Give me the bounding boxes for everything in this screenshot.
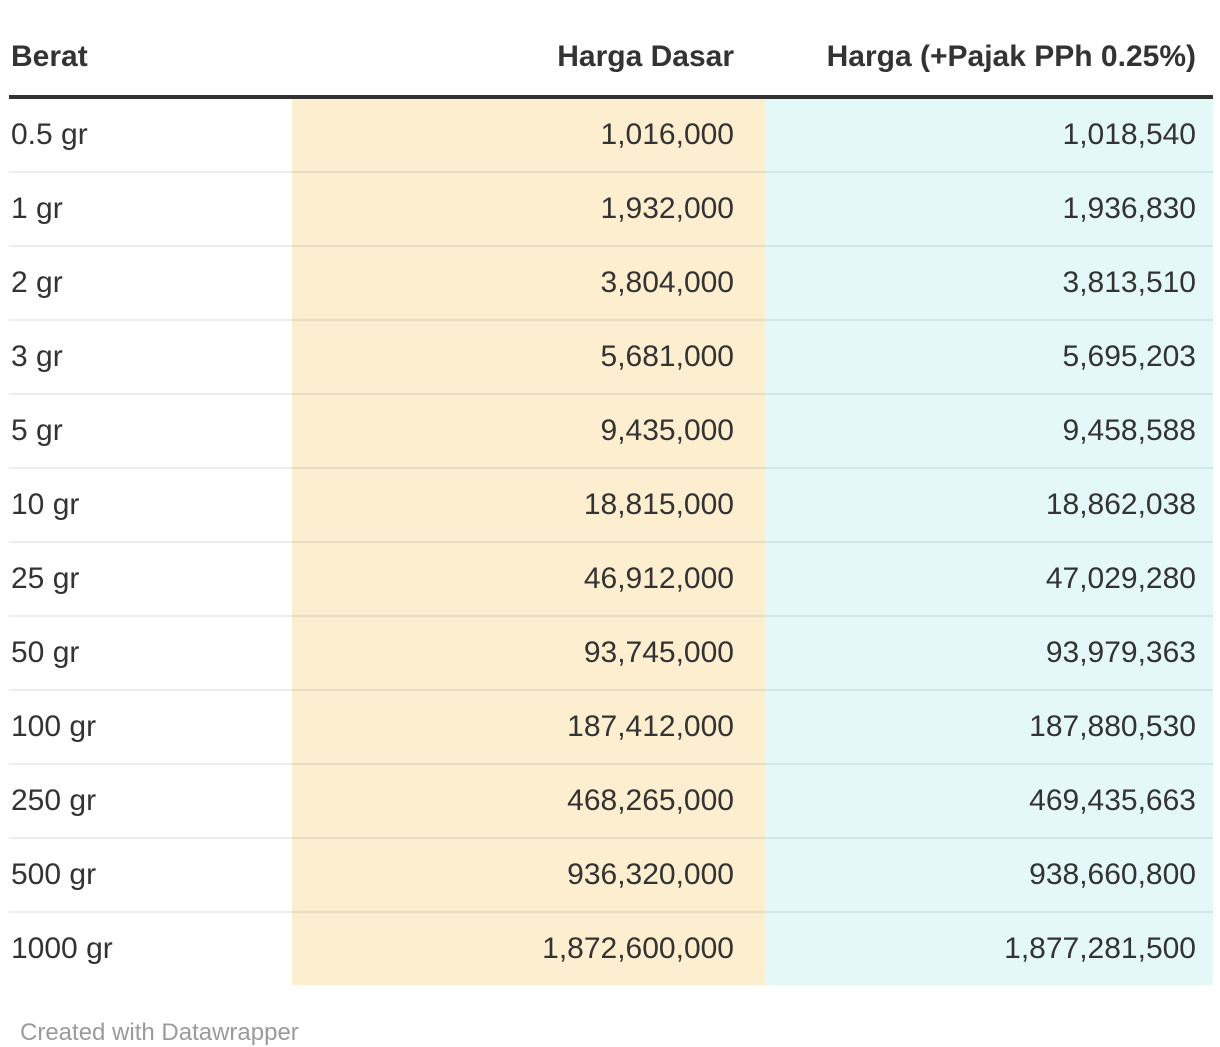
table-row: 100 gr 187,412,000 187,880,530 [9,690,1213,764]
column-header-weight: Berat [9,26,292,97]
table-row: 500 gr 936,320,000 938,660,800 [9,838,1213,912]
weight-cell: 250 gr [9,764,292,838]
base-price-cell: 18,815,000 [292,468,766,542]
table-row: 25 gr 46,912,000 47,029,280 [9,542,1213,616]
base-price-cell: 9,435,000 [292,394,766,468]
taxed-price-cell: 1,877,281,500 [766,912,1213,985]
weight-cell: 500 gr [9,838,292,912]
weight-cell: 25 gr [9,542,292,616]
base-price-cell: 1,932,000 [292,172,766,246]
table-row: 250 gr 468,265,000 469,435,663 [9,764,1213,838]
column-header-taxed-price: Harga (+Pajak PPh 0.25%) [766,26,1213,97]
taxed-price-cell: 1,018,540 [766,97,1213,172]
table-body: 0.5 gr 1,016,000 1,018,540 1 gr 1,932,00… [9,97,1213,985]
taxed-price-cell: 93,979,363 [766,616,1213,690]
weight-cell: 1000 gr [9,912,292,985]
table-row: 3 gr 5,681,000 5,695,203 [9,320,1213,394]
weight-cell: 0.5 gr [9,97,292,172]
taxed-price-cell: 5,695,203 [766,320,1213,394]
taxed-price-cell: 187,880,530 [766,690,1213,764]
base-price-cell: 46,912,000 [292,542,766,616]
base-price-cell: 1,872,600,000 [292,912,766,985]
weight-cell: 100 gr [9,690,292,764]
taxed-price-cell: 9,458,588 [766,394,1213,468]
table-row: 1000 gr 1,872,600,000 1,877,281,500 [9,912,1213,985]
weight-cell: 5 gr [9,394,292,468]
header-row: Berat Harga Dasar Harga (+Pajak PPh 0.25… [9,26,1213,97]
taxed-price-cell: 1,936,830 [766,172,1213,246]
taxed-price-cell: 47,029,280 [766,542,1213,616]
weight-cell: 2 gr [9,246,292,320]
gold-price-table: Berat Harga Dasar Harga (+Pajak PPh 0.25… [9,26,1213,985]
weight-cell: 50 gr [9,616,292,690]
table-row: 50 gr 93,745,000 93,979,363 [9,616,1213,690]
table-row: 2 gr 3,804,000 3,813,510 [9,246,1213,320]
base-price-cell: 187,412,000 [292,690,766,764]
taxed-price-cell: 938,660,800 [766,838,1213,912]
table-row: 5 gr 9,435,000 9,458,588 [9,394,1213,468]
table-row: 0.5 gr 1,016,000 1,018,540 [9,97,1213,172]
taxed-price-cell: 18,862,038 [766,468,1213,542]
base-price-cell: 468,265,000 [292,764,766,838]
weight-cell: 10 gr [9,468,292,542]
column-header-base-price: Harga Dasar [292,26,766,97]
weight-cell: 3 gr [9,320,292,394]
base-price-cell: 93,745,000 [292,616,766,690]
table-row: 1 gr 1,932,000 1,936,830 [9,172,1213,246]
table-header: Berat Harga Dasar Harga (+Pajak PPh 0.25… [9,26,1213,97]
base-price-cell: 1,016,000 [292,97,766,172]
weight-cell: 1 gr [9,172,292,246]
table-row: 10 gr 18,815,000 18,862,038 [9,468,1213,542]
base-price-cell: 3,804,000 [292,246,766,320]
taxed-price-cell: 469,435,663 [766,764,1213,838]
base-price-cell: 936,320,000 [292,838,766,912]
datawrapper-credit: Created with Datawrapper [20,1019,1213,1047]
base-price-cell: 5,681,000 [292,320,766,394]
taxed-price-cell: 3,813,510 [766,246,1213,320]
